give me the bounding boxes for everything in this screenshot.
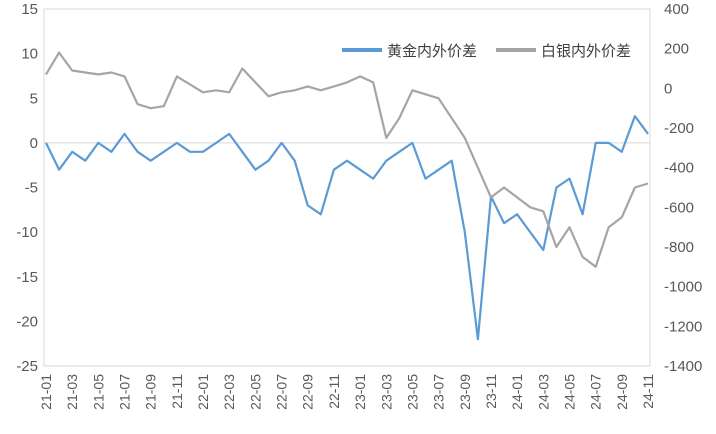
legend-label: 白银内外价差 — [541, 43, 631, 60]
x-tick-label: 24-11 — [640, 374, 656, 409]
left-axis: 15 10 5 0 -5 -10 -15 -20 -25 — [16, 1, 38, 375]
left-tick-label: -25 — [16, 358, 38, 375]
x-tick-label: 23-07 — [431, 374, 447, 410]
x-axis: 21-01 21-03 21-05 21-07 21-09 21-11 22-01 22-03… — [38, 374, 656, 410]
series-line-1 — [46, 116, 648, 339]
x-tick-label: 23-11 — [483, 374, 499, 409]
legend: 黄金内外价差 白银内外价差 — [342, 43, 631, 60]
left-tick-label: -20 — [16, 313, 38, 330]
x-tick-label: 23-05 — [404, 374, 420, 410]
right-tick-label: 200 — [664, 41, 689, 58]
x-tick-label: 22-07 — [274, 374, 290, 410]
x-tick-label: 21-03 — [64, 374, 80, 410]
x-tick-label: 24-05 — [561, 374, 577, 410]
left-tick-label: -5 — [25, 180, 38, 197]
right-tick-label: -800 — [664, 239, 694, 256]
x-tick-label: 23-09 — [457, 374, 473, 410]
legend-label: 黄金内外价差 — [387, 43, 477, 60]
x-tick-label: 22-01 — [195, 374, 211, 410]
plot-area — [44, 9, 650, 366]
x-tick-label: 22-03 — [221, 374, 237, 410]
right-tick-label: -600 — [664, 199, 694, 216]
right-axis: 400 200 0 -200 -400 -600 -800 -1000 -1200 -1400 — [664, 1, 702, 375]
x-tick-label: 24-01 — [509, 374, 525, 410]
left-tick-label: 5 — [30, 90, 38, 107]
x-tick-label: 23-01 — [352, 374, 368, 410]
x-tick-label: 21-07 — [117, 374, 133, 410]
right-tick-label: 400 — [664, 1, 689, 18]
right-tick-label: 0 — [664, 80, 672, 97]
x-tick-label: 21-11 — [169, 374, 185, 409]
right-tick-label: -1000 — [664, 279, 702, 296]
x-tick-label: 23-03 — [378, 374, 394, 410]
right-tick-label: -400 — [664, 160, 694, 177]
right-tick-label: -1400 — [664, 358, 702, 375]
right-tick-label: -1200 — [664, 318, 702, 335]
x-tick-label: 24-07 — [588, 374, 604, 410]
left-tick-label: 10 — [21, 46, 38, 63]
x-tick-label: 24-03 — [535, 374, 551, 410]
x-tick-label: 22-05 — [247, 374, 263, 410]
x-tick-label: 21-05 — [90, 374, 106, 410]
x-tick-label: 24-09 — [614, 374, 630, 410]
x-tick-label: 21-01 — [38, 374, 54, 410]
left-tick-label: 0 — [30, 135, 38, 152]
x-tick-label: 22-11 — [326, 374, 342, 409]
left-tick-label: -15 — [16, 269, 38, 286]
plot-border — [44, 9, 650, 366]
left-tick-label: 15 — [21, 1, 38, 18]
right-tick-label: -200 — [664, 120, 694, 137]
x-tick-label: 21-09 — [143, 374, 159, 410]
x-tick-label: 22-09 — [300, 374, 316, 410]
left-tick-label: -10 — [16, 224, 38, 241]
